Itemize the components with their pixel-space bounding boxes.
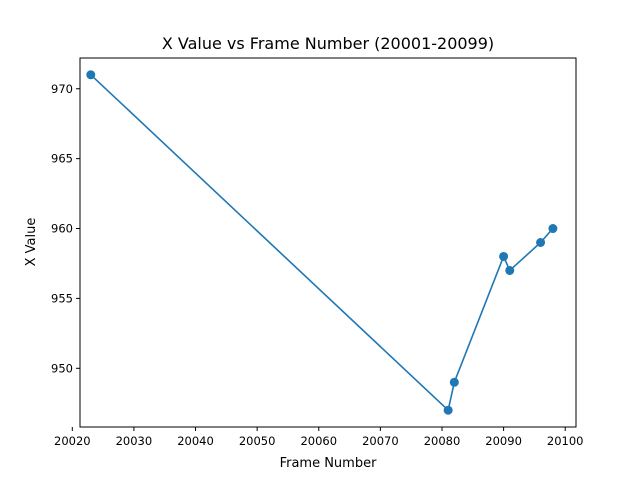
- x-tick-label: 20040: [177, 434, 214, 448]
- data-point: [505, 265, 515, 275]
- y-tick-label: 960: [51, 222, 73, 236]
- y-tick-label: 965: [51, 152, 73, 166]
- plot-area: [86, 70, 558, 415]
- y-tick-label: 950: [51, 361, 73, 375]
- data-point: [536, 238, 546, 247]
- x-tick-label: 20020: [54, 434, 91, 448]
- y-axis-label: X Value: [24, 218, 39, 267]
- y-tick-label: 955: [51, 291, 73, 305]
- x-tick-label: 20100: [547, 434, 584, 448]
- data-point: [443, 405, 453, 415]
- x-tick-label: 20070: [362, 434, 399, 448]
- data-point: [86, 70, 96, 80]
- x-axis: 20020 20030 20040 20050 20060 20070 20080 20090…: [54, 427, 584, 448]
- y-tick-label: 970: [51, 82, 73, 96]
- axes-frame: [79, 57, 577, 428]
- x-tick-label: 20090: [485, 434, 522, 448]
- x-axis-label: Frame Number: [280, 456, 378, 471]
- x-tick-label: 20050: [239, 434, 276, 448]
- x-tick-label: 20060: [300, 434, 337, 448]
- data-point: [499, 251, 509, 261]
- chart-title: X Value vs Frame Number (20001-20099): [162, 34, 494, 53]
- x-tick-label: 20030: [116, 434, 153, 448]
- x-tick-label: 20080: [424, 434, 461, 448]
- data-point: [449, 377, 459, 387]
- y-axis: 950 955 960 965 970: [51, 82, 80, 375]
- data-point: [548, 224, 558, 234]
